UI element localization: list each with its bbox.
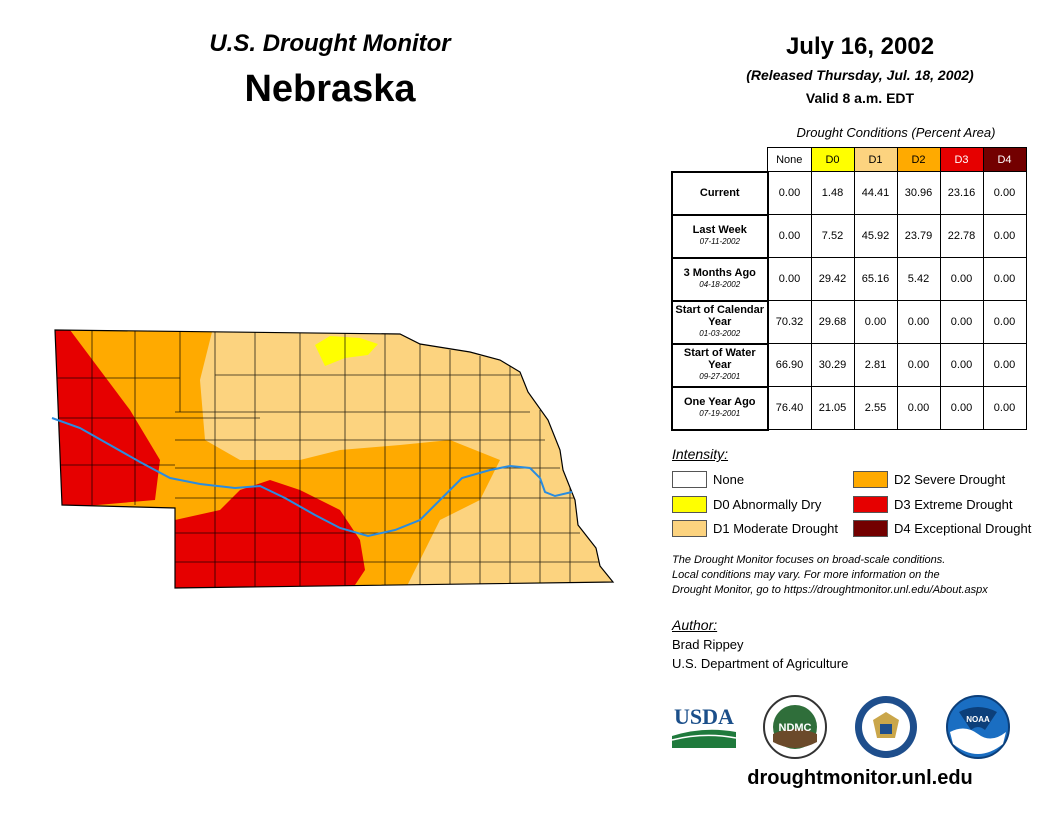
noaa-logo: NOAA [946,695,1010,759]
table-cell: 5.42 [896,257,941,301]
row-label-one-year-ago: One Year Ago 07-19-2001 [671,385,769,431]
svg-text:NOAA: NOAA [966,715,990,724]
legend-swatch [672,496,707,513]
table-cell: 23.79 [896,214,941,258]
table-cell: 30.29 [810,343,855,387]
legend-swatch [853,520,888,537]
row-label-start-water-year: Start of Water Year 09-27-2001 [671,342,769,388]
state-name: Nebraska [244,68,416,110]
disclaimer-note: The Drought Monitor focuses on broad-sca… [672,554,988,596]
table-cell: 23.16 [939,171,984,215]
table-row: One Year Ago 07-19-2001 76.40 21.05 2.55 … [671,385,1027,431]
platte-river [51,417,573,538]
d3-region-southwest [175,480,365,588]
valid-time: Valid 8 a.m. EDT [805,90,915,106]
svg-text:NDMC: NDMC [779,722,812,734]
row-label-last-week: Last Week 07-11-2002 [671,213,769,259]
nebraska-drought-map [51,329,615,589]
table-cell: 21.05 [810,386,855,430]
commerce-seal-logo [855,696,917,758]
col-header-d4: D4 [982,147,1027,172]
author-org: U.S. Department of Agriculture [672,656,849,671]
table-cell: 0.00 [767,171,812,215]
table-cell: 0.00 [853,300,898,344]
legend-item-d2: D2 Severe Drought [853,471,1005,488]
table-cell: 0.00 [982,257,1027,301]
table-cell: 0.00 [896,300,941,344]
table-cell: 7.52 [810,214,855,258]
legend-item-d4: D4 Exceptional Drought [853,520,1031,537]
table-cell: 0.00 [939,300,984,344]
table-cell: 0.00 [939,257,984,301]
table-cell: 0.00 [767,257,812,301]
table-row: Start of Water Year 09-27-2001 66.90 30.2… [671,342,1027,388]
legend-swatch [672,520,707,537]
table-row: Current 0.00 1.48 44.41 30.96 23.16 0.00 [671,170,1027,216]
legend-item-d3: D3 Extreme Drought [853,496,1013,513]
legend-swatch [853,496,888,513]
table-row: Start of Calendar Year 01-03-2002 70.32 2… [671,299,1027,345]
website-url[interactable]: droughtmonitor.unl.edu [747,767,973,789]
table-cell: 0.00 [982,171,1027,215]
table-cell: 65.16 [853,257,898,301]
table-cell: 44.41 [853,171,898,215]
map-date: July 16, 2002 [785,33,935,60]
table-cell: 0.00 [982,300,1027,344]
row-label-start-calendar-year: Start of Calendar Year 01-03-2002 [671,299,769,345]
table-cell: 0.00 [896,386,941,430]
col-header-none: None [767,147,812,172]
row-label-3-months-ago: 3 Months Ago 04-18-2002 [671,256,769,302]
table-cell: 29.68 [810,300,855,344]
table-cell: 2.55 [853,386,898,430]
table-cell: 0.00 [939,343,984,387]
table-row: Last Week 07-11-2002 0.00 7.52 45.92 23.7… [671,213,1027,259]
table-cell: 0.00 [982,343,1027,387]
drought-stats-table: None D0 D1 D2 D3 D4 Current 0.00 1.48 44… [671,147,1027,431]
row-label-current: Current [671,170,769,216]
col-header-d0: D0 [810,147,855,172]
legend-item-d1: D1 Moderate Drought [672,520,838,537]
legend-title: Intensity: [672,446,729,462]
author-name: Brad Rippey [672,637,744,652]
table-cell: 29.42 [810,257,855,301]
table-cell: 0.00 [939,386,984,430]
table-cell: 0.00 [982,214,1027,258]
table-cell: 22.78 [939,214,984,258]
map-title: U.S. Drought Monitor [209,30,451,57]
table-row: 3 Months Ago 04-18-2002 0.00 29.42 65.16 … [671,256,1027,302]
table-cell: 0.00 [767,214,812,258]
release-date: (Released Thursday, Jul. 18, 2002) [746,67,974,83]
table-cell: 76.40 [767,386,812,430]
table-cell: 1.48 [810,171,855,215]
legend-swatch [853,471,888,488]
col-header-d3: D3 [939,147,984,172]
table-header-row: None D0 D1 D2 D3 D4 [672,147,1027,172]
legend-item-d0: D0 Abnormally Dry [672,496,821,513]
table-cell: 2.81 [853,343,898,387]
nebraska-outline [54,329,615,589]
table-cell: 0.00 [982,386,1027,430]
legend-swatch [672,471,707,488]
table-caption: Drought Conditions (Percent Area) [796,125,996,140]
svg-text:USDA: USDA [674,704,734,729]
col-header-d2: D2 [896,147,941,172]
ndmc-logo: NDMC [763,695,827,759]
usda-logo: USDA [671,704,737,748]
d3-region-west [55,330,160,510]
legend-item-none: None [672,471,744,488]
col-header-d1: D1 [853,147,898,172]
author-heading: Author: [672,617,718,633]
d0-region-north [315,336,378,366]
table-cell: 30.96 [896,171,941,215]
table-cell: 66.90 [767,343,812,387]
table-cell: 70.32 [767,300,812,344]
table-cell: 0.00 [896,343,941,387]
table-cell: 45.92 [853,214,898,258]
